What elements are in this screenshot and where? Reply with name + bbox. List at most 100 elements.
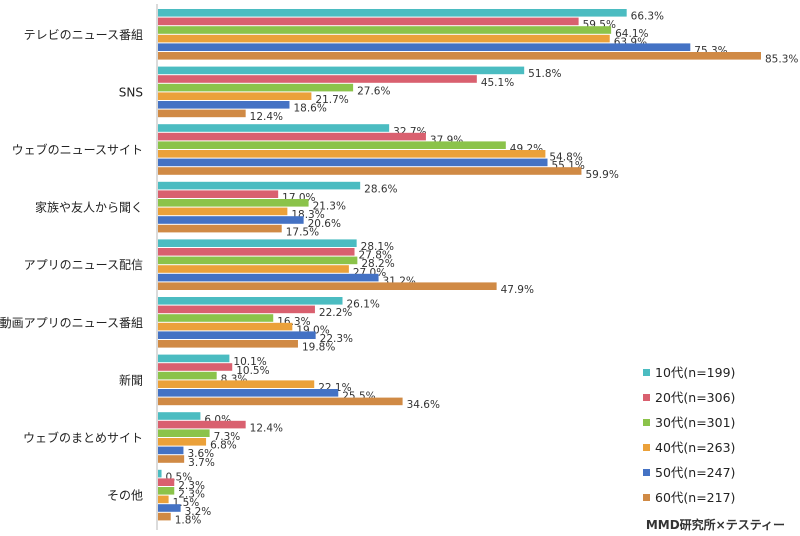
data-label: 26.1% bbox=[347, 299, 380, 311]
category-label: 動画アプリのニュース番組 bbox=[0, 316, 143, 330]
bar bbox=[158, 256, 358, 265]
data-label: 47.9% bbox=[501, 284, 534, 296]
data-label: 17.5% bbox=[286, 226, 319, 238]
bar bbox=[158, 66, 525, 75]
bar bbox=[158, 17, 579, 26]
data-label: 3.6% bbox=[187, 448, 214, 460]
bar bbox=[158, 181, 361, 190]
category-label: ウェブのまとめサイト bbox=[23, 430, 143, 445]
data-label: 2.3% bbox=[178, 480, 205, 492]
bar bbox=[158, 420, 246, 429]
data-label: 21.3% bbox=[313, 201, 346, 213]
data-label: 66.3% bbox=[631, 11, 664, 23]
data-label: 19.8% bbox=[302, 342, 335, 354]
data-label: 22.2% bbox=[319, 307, 352, 319]
data-label: 51.8% bbox=[528, 68, 561, 80]
data-label: 1.8% bbox=[175, 514, 202, 526]
bar bbox=[158, 331, 316, 339]
bar bbox=[158, 397, 403, 406]
data-label: 34.6% bbox=[407, 399, 440, 411]
bar bbox=[158, 224, 282, 233]
bar bbox=[158, 109, 246, 118]
bar bbox=[158, 199, 309, 207]
category-label: テレビのニュース番組 bbox=[24, 28, 143, 42]
bar bbox=[158, 26, 612, 34]
data-label: 54.8% bbox=[549, 152, 582, 164]
bar bbox=[158, 52, 761, 60]
bar bbox=[158, 363, 233, 371]
legend-label: 50代(n=247) bbox=[655, 465, 735, 480]
data-label: 10.1% bbox=[233, 356, 266, 368]
category-label: 家族や友人から聞く bbox=[35, 200, 143, 215]
bar bbox=[158, 487, 175, 495]
bar bbox=[158, 504, 181, 512]
bar bbox=[158, 495, 169, 504]
bar bbox=[158, 478, 175, 486]
bar bbox=[158, 322, 293, 331]
bar bbox=[158, 282, 497, 290]
data-label: 18.6% bbox=[293, 103, 326, 115]
bar bbox=[158, 150, 546, 158]
legend-swatch bbox=[643, 494, 650, 501]
legend-swatch bbox=[643, 394, 650, 401]
data-label: 85.3% bbox=[765, 54, 798, 66]
data-label: 21.7% bbox=[315, 94, 348, 106]
bar bbox=[158, 132, 426, 141]
data-label: 12.4% bbox=[250, 111, 283, 123]
category-label: SNS bbox=[119, 85, 143, 99]
bar bbox=[158, 273, 379, 282]
bar bbox=[158, 380, 315, 388]
category-label: アプリのニュース配信 bbox=[24, 258, 143, 272]
bar bbox=[158, 167, 582, 175]
data-label: 2.3% bbox=[178, 489, 205, 501]
data-label: 27.8% bbox=[359, 250, 392, 262]
bar bbox=[158, 354, 230, 363]
data-label: 22.3% bbox=[320, 333, 353, 345]
credit-text: MMD研究所×テスティー bbox=[646, 517, 785, 532]
bar bbox=[158, 124, 390, 132]
bar bbox=[158, 371, 217, 380]
legend-swatch bbox=[643, 419, 650, 426]
data-label: 7.3% bbox=[214, 431, 241, 443]
bar bbox=[158, 216, 304, 224]
legend-label: 40代(n=263) bbox=[655, 440, 735, 455]
bar bbox=[158, 455, 185, 463]
bar bbox=[158, 158, 548, 167]
bar bbox=[158, 314, 274, 322]
data-label: 59.9% bbox=[585, 169, 618, 181]
category-label: その他 bbox=[107, 489, 143, 503]
legend-label: 60代(n=217) bbox=[655, 490, 735, 505]
bar bbox=[158, 389, 339, 397]
bar bbox=[158, 305, 315, 314]
bar bbox=[158, 190, 279, 198]
bar bbox=[158, 43, 691, 51]
bar bbox=[158, 429, 210, 437]
bar bbox=[158, 248, 355, 256]
legend-label: 30代(n=301) bbox=[655, 415, 735, 430]
bar bbox=[158, 340, 298, 348]
bar bbox=[158, 75, 477, 83]
bar bbox=[158, 34, 610, 43]
bar bbox=[158, 207, 288, 216]
data-label: 3.7% bbox=[188, 457, 215, 469]
data-label: 64.1% bbox=[615, 28, 648, 40]
legend-swatch bbox=[643, 444, 650, 451]
bar bbox=[158, 297, 343, 305]
bar bbox=[158, 265, 349, 273]
bar bbox=[158, 239, 357, 247]
bar bbox=[158, 101, 290, 109]
data-label: 3.2% bbox=[185, 506, 212, 518]
bar bbox=[158, 83, 354, 92]
bar bbox=[158, 92, 312, 100]
data-label: 45.1% bbox=[481, 77, 514, 89]
bar bbox=[158, 446, 184, 455]
legend-swatch bbox=[643, 369, 650, 376]
legend-label: 20代(n=306) bbox=[655, 390, 735, 405]
bar bbox=[158, 469, 162, 478]
data-label: 6.8% bbox=[210, 440, 237, 452]
data-label: 12.4% bbox=[250, 422, 283, 434]
category-label: ウェブのニュースサイト bbox=[12, 142, 143, 157]
category-label: 新聞 bbox=[119, 372, 143, 387]
data-label: 28.1% bbox=[361, 241, 394, 253]
